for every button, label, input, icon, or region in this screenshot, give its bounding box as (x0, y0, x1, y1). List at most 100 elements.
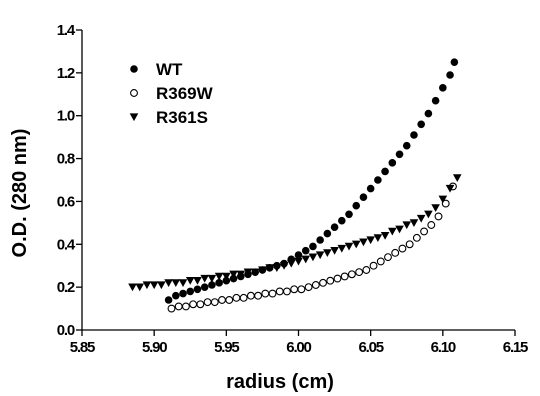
data-point-r361s (308, 253, 318, 262)
data-point-wt (431, 96, 440, 105)
data-point-r369w (362, 266, 371, 274)
data-point-r361s (395, 225, 404, 234)
x-tick-label: 6.15 (503, 339, 528, 356)
data-point-r369w (290, 285, 299, 294)
data-point-wt (402, 141, 411, 150)
data-point-wt (301, 246, 310, 255)
data-point-wt (294, 251, 303, 259)
data-point-r361s (380, 232, 390, 240)
data-point-r369w (398, 244, 407, 253)
data-point-r361s (424, 210, 433, 219)
data-point-r369w (347, 270, 356, 279)
data-point-r369w (384, 253, 392, 262)
data-point-r361s (416, 214, 426, 223)
data-point-r369w (369, 261, 378, 270)
data-point-wt (366, 184, 375, 193)
data-point-r361s (445, 184, 455, 193)
data-point-r361s (185, 277, 195, 285)
data-point-r361s (301, 255, 311, 264)
x-axis-title: radius (cm) (226, 371, 334, 393)
data-point-r369w (203, 298, 212, 307)
legend: WT R369W R361S (129, 60, 214, 127)
y-tick-label: 0.4 (57, 236, 76, 253)
data-point-r361s (142, 281, 152, 290)
data-point-r369w (254, 291, 263, 300)
data-point-wt (374, 176, 382, 184)
data-point-r369w (376, 257, 385, 266)
data-point-wt (352, 201, 361, 210)
x-tick-label: 6.10 (431, 339, 456, 356)
data-point-wt (323, 229, 332, 238)
data-point-wt (208, 281, 216, 289)
data-point-wt (439, 84, 447, 92)
data-point-r361s (279, 262, 289, 270)
legend-marker-r361s (129, 113, 139, 122)
data-point-wt (309, 242, 317, 251)
data-point-r369w (261, 289, 270, 298)
data-point-r361s (344, 242, 354, 251)
data-point-r369w (319, 278, 327, 287)
data-point-r361s (135, 283, 145, 292)
data-point-r369w (434, 212, 443, 221)
data-point-r369w (210, 298, 219, 307)
data-point-r369w (167, 304, 176, 313)
x-tick-label: 5.85 (70, 339, 95, 356)
data-point-r361s (157, 281, 166, 290)
data-point-r369w (275, 287, 284, 296)
data-point-wt (446, 71, 454, 79)
legend-marker-r369w (130, 89, 138, 97)
series-r361s (128, 174, 462, 292)
data-point-r361s (366, 236, 375, 245)
data-point-r361s (164, 279, 173, 287)
data-point-wt (410, 131, 418, 139)
data-point-r369w (246, 291, 255, 300)
legend-label-r369w: R369W (156, 84, 214, 103)
data-point-r361s (409, 219, 419, 227)
y-tick-label: 1.2 (57, 65, 75, 82)
data-point-r369w (420, 227, 429, 236)
data-point-r361s (149, 281, 159, 290)
y-tick-label: 0.6 (57, 193, 75, 210)
data-point-r361s (388, 227, 397, 236)
data-point-wt (316, 236, 324, 244)
y-axis-ticks: 0.0 0.2 0.4 0.6 0.8 1.0 1.2 1.4 (57, 22, 82, 339)
data-point-r361s (222, 272, 231, 281)
data-point-r369w (412, 233, 421, 242)
data-point-wt (338, 216, 346, 225)
data-point-r361s (323, 249, 332, 257)
plot-series (128, 58, 462, 313)
legend-label-wt: WT (156, 60, 183, 79)
y-tick-label: 0.2 (57, 279, 75, 296)
data-point-wt (395, 150, 404, 159)
data-point-r361s (431, 204, 440, 212)
data-point-wt (164, 296, 173, 304)
data-point-r369w (239, 293, 248, 302)
data-point-r361s (200, 274, 209, 283)
data-point-r361s (294, 257, 303, 266)
data-point-r369w (232, 293, 241, 302)
data-point-r361s (265, 264, 274, 272)
y-axis-title: O.D. (280 nm) (9, 129, 31, 258)
x-tick-label: 5.90 (142, 339, 167, 356)
data-point-wt (193, 285, 202, 294)
data-point-wt (229, 274, 238, 283)
data-point-r369w (405, 240, 414, 249)
data-point-r369w (304, 283, 313, 292)
data-point-r369w (225, 296, 234, 304)
data-point-r369w (268, 289, 277, 298)
data-point-r361s (330, 247, 339, 255)
data-point-r369w (283, 287, 291, 296)
data-point-r361s (452, 174, 462, 182)
data-point-r369w (174, 302, 183, 311)
data-point-r361s (207, 274, 217, 283)
data-point-r361s (178, 279, 188, 287)
data-point-wt (186, 287, 195, 296)
data-point-wt (381, 167, 389, 176)
data-point-r361s (171, 279, 181, 287)
x-axis-ticks: 5.85 5.90 5.95 6.00 6.05 6.10 6.15 (70, 330, 529, 356)
y-tick-label: 0.0 (57, 322, 75, 339)
data-point-r369w (427, 221, 436, 229)
data-point-r361s (286, 259, 296, 268)
data-point-r361s (402, 221, 412, 230)
data-point-r369w (181, 302, 190, 311)
